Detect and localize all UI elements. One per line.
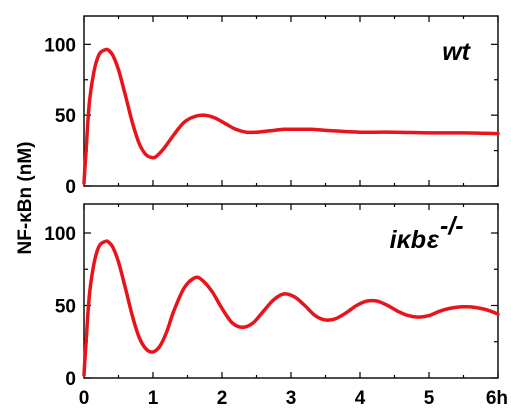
x-tick-label: 6h (486, 388, 508, 408)
y-axis-label: NF-κBn (nM) (15, 142, 36, 255)
panel-label-superscript: -/- (440, 212, 464, 240)
panel-wt: 0 50 100 wt (44, 15, 500, 198)
panel-label: wt (442, 38, 471, 66)
x-tick-label: 1 (148, 388, 159, 408)
plot-frame (83, 15, 499, 187)
x-tick-label: 5 (424, 388, 435, 408)
x-tick-label: 2 (217, 388, 228, 408)
y-tick-label: 50 (55, 297, 76, 318)
series-line-0 (82, 47, 500, 185)
panel-label-subscript: ε (427, 226, 440, 254)
x-tick-label: 3 (286, 388, 297, 408)
panel-label: iκb (390, 226, 426, 254)
y-tick-label: 100 (44, 224, 76, 245)
y-tick-label: 100 (44, 35, 76, 56)
series-line-0 (82, 239, 500, 377)
y-tick-label: 0 (65, 177, 76, 198)
y-tick-label: 0 (65, 369, 76, 390)
y-tick-label: 50 (55, 106, 76, 127)
panel-ikbe-knockout: 0 50 100 0 1 2 3 4 5 6h iκb ε -/- (44, 203, 508, 408)
x-tick-label: 4 (355, 388, 366, 408)
x-tick-label: 0 (79, 388, 90, 408)
